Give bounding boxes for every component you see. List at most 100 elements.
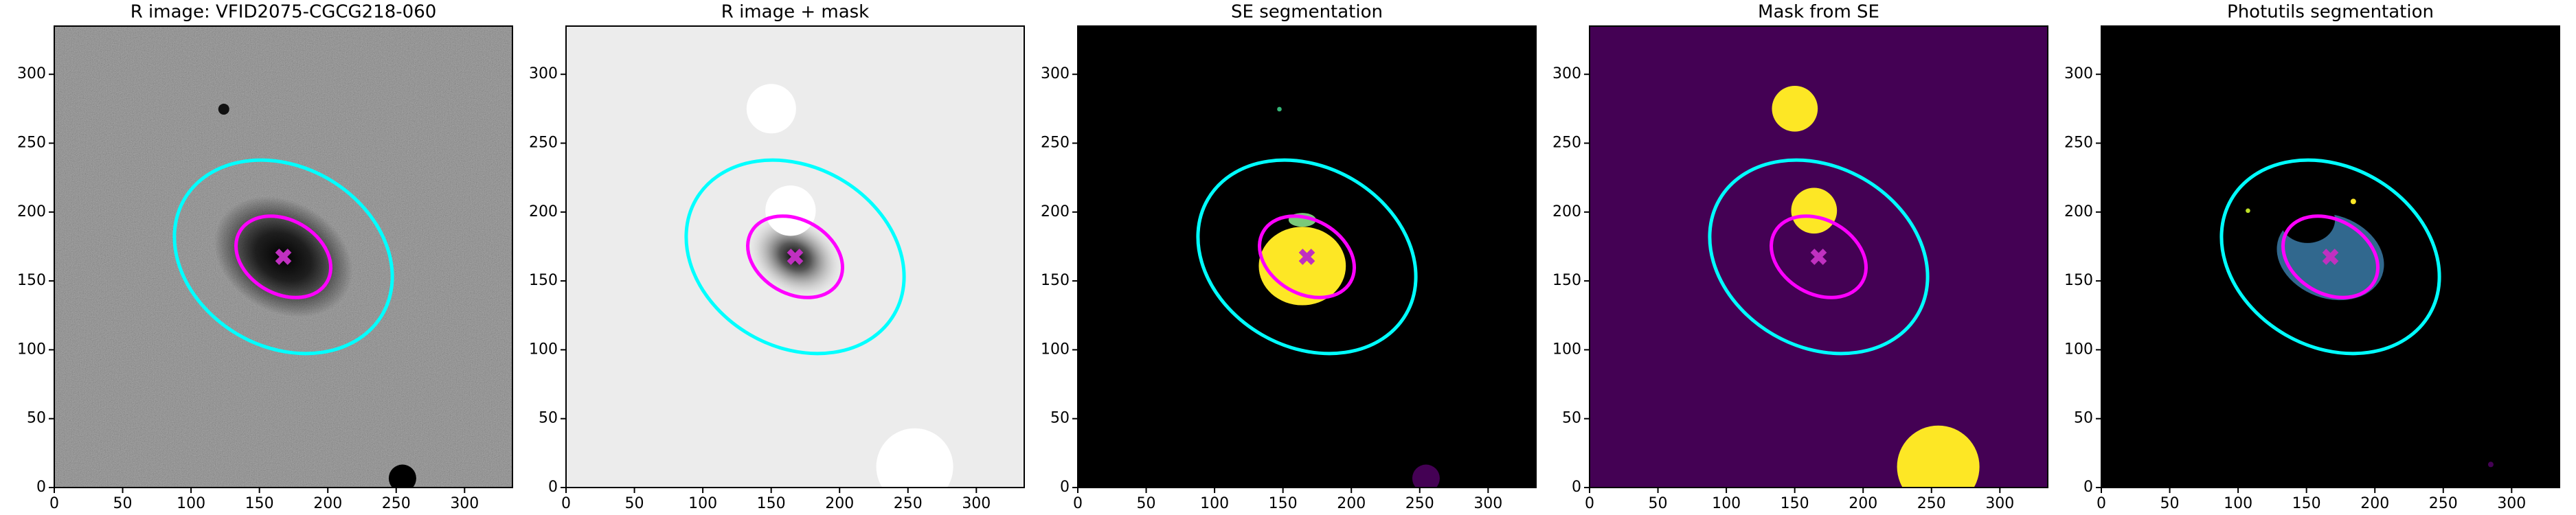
x-tick-label: 50 <box>1649 495 1668 512</box>
axes-frame <box>1077 25 1537 488</box>
x-tick-label: 0 <box>561 495 571 512</box>
y-tick-label: 300 <box>529 65 558 82</box>
star <box>388 464 416 488</box>
x-tick-label: 100 <box>688 495 717 512</box>
x-tick-label: 0 <box>2097 495 2106 512</box>
y-tick-label: 200 <box>529 203 558 220</box>
aperture-outer <box>1196 158 1418 356</box>
center-marker <box>1810 249 1827 265</box>
x-tick-label: 250 <box>1917 495 1946 512</box>
panel-title: Mask from SE <box>1758 2 1879 23</box>
y-tick-label: 300 <box>1041 65 1070 82</box>
y-tick-label: 200 <box>17 203 46 220</box>
y-tick-label: 0 <box>1572 479 1581 496</box>
x-tick-label: 200 <box>313 495 342 512</box>
y-tick-label: 250 <box>2064 135 2093 152</box>
y-tick-label: 50 <box>27 410 46 427</box>
y-tick-label: 100 <box>2064 341 2093 358</box>
x-tick-label: 250 <box>1405 495 1434 512</box>
x-tick-label: 300 <box>450 495 479 512</box>
segment <box>1277 106 1282 112</box>
x-tick-label: 150 <box>1781 495 1809 512</box>
star <box>218 103 229 115</box>
x-tick-label: 0 <box>49 495 59 512</box>
y-tick-label: 300 <box>17 65 46 82</box>
x-tick-label: 200 <box>1849 495 1877 512</box>
mask <box>1897 425 1980 488</box>
mask <box>746 84 796 134</box>
image <box>566 26 1024 488</box>
y-tick-label: 100 <box>17 341 46 358</box>
x-tick-label: 50 <box>113 495 133 512</box>
aperture-outer <box>684 158 906 356</box>
aperture-inner <box>234 214 332 299</box>
image <box>1078 26 1536 488</box>
y-tick-label: 150 <box>2064 272 2093 289</box>
x-tick-label: 150 <box>2292 495 2321 512</box>
y-tick-label: 100 <box>1041 341 1070 358</box>
segment <box>2487 461 2494 468</box>
x-tick-label: 100 <box>1712 495 1741 512</box>
y-tick-label: 250 <box>1041 135 1070 152</box>
x-tick-label: 50 <box>2160 495 2180 512</box>
panel-title: R image + mask <box>721 2 870 23</box>
axes-frame <box>54 25 513 488</box>
axes-frame <box>1589 25 2048 488</box>
center-marker <box>2322 249 2339 265</box>
y-tick-label: 150 <box>17 272 46 289</box>
y-tick-label: 200 <box>1041 203 1070 220</box>
y-tick-label: 300 <box>1552 65 1581 82</box>
x-tick-label: 150 <box>1269 495 1298 512</box>
x-tick-label: 200 <box>1337 495 1366 512</box>
aperture-inner <box>2281 214 2380 299</box>
y-tick-label: 50 <box>1050 410 1070 427</box>
x-tick-label: 300 <box>962 495 991 512</box>
aperture-inner <box>1770 214 1868 299</box>
panel: R image: VFID2075-CGCG218-060 0 50 100 150 20… <box>17 2 513 512</box>
y-tick-label: 100 <box>529 341 558 358</box>
mask <box>765 185 816 236</box>
x-tick-label: 300 <box>2497 495 2526 512</box>
panel: SE segmentation 0 50 100 150 200 250 300 0 50 100 1… <box>1041 2 1537 512</box>
panel: Photutils segmentation 0 50 100 150 200 250 300… <box>2064 2 2560 512</box>
x-tick-label: 200 <box>2360 495 2389 512</box>
image <box>54 26 512 488</box>
aperture-outer <box>1708 158 1930 356</box>
y-tick-label: 100 <box>1552 341 1581 358</box>
x-tick-label: 100 <box>2224 495 2252 512</box>
x-tick-label: 300 <box>1985 495 2014 512</box>
mask <box>1791 187 1838 234</box>
x-tick-label: 250 <box>2429 495 2458 512</box>
y-tick-label: 50 <box>539 410 558 427</box>
segment <box>2246 208 2250 214</box>
y-tick-label: 250 <box>529 135 558 152</box>
segment <box>2350 198 2356 205</box>
center-marker <box>787 249 804 265</box>
x-tick-label: 0 <box>1585 495 1594 512</box>
x-tick-label: 50 <box>1137 495 1156 512</box>
y-tick-label: 0 <box>36 479 46 496</box>
y-tick-label: 0 <box>548 479 558 496</box>
y-tick-label: 150 <box>529 272 558 289</box>
y-tick-label: 50 <box>1562 410 1581 427</box>
segment-hole <box>2280 196 2336 243</box>
y-tick-label: 300 <box>2064 65 2093 82</box>
aperture-outer <box>2219 158 2441 356</box>
x-tick-label: 150 <box>245 495 274 512</box>
y-tick-label: 250 <box>17 135 46 152</box>
panel: R image + mask 0 50 100 150 200 250 300 0 50 100 15… <box>529 2 1025 512</box>
center-marker <box>275 249 292 265</box>
image <box>1590 26 2048 488</box>
x-tick-label: 250 <box>894 495 923 512</box>
image <box>2101 26 2560 488</box>
x-tick-label: 0 <box>1073 495 1083 512</box>
mask <box>876 428 953 488</box>
panel: Mask from SE 0 50 100 150 200 250 300 0 50 100 150 2… <box>1552 2 2048 512</box>
y-tick-label: 150 <box>1552 272 1581 289</box>
y-tick-label: 150 <box>1041 272 1070 289</box>
aperture-inner <box>746 214 844 299</box>
segment <box>1412 464 1440 488</box>
y-tick-label: 250 <box>1552 135 1581 152</box>
panel-title: R image: VFID2075-CGCG218-060 <box>131 2 437 23</box>
